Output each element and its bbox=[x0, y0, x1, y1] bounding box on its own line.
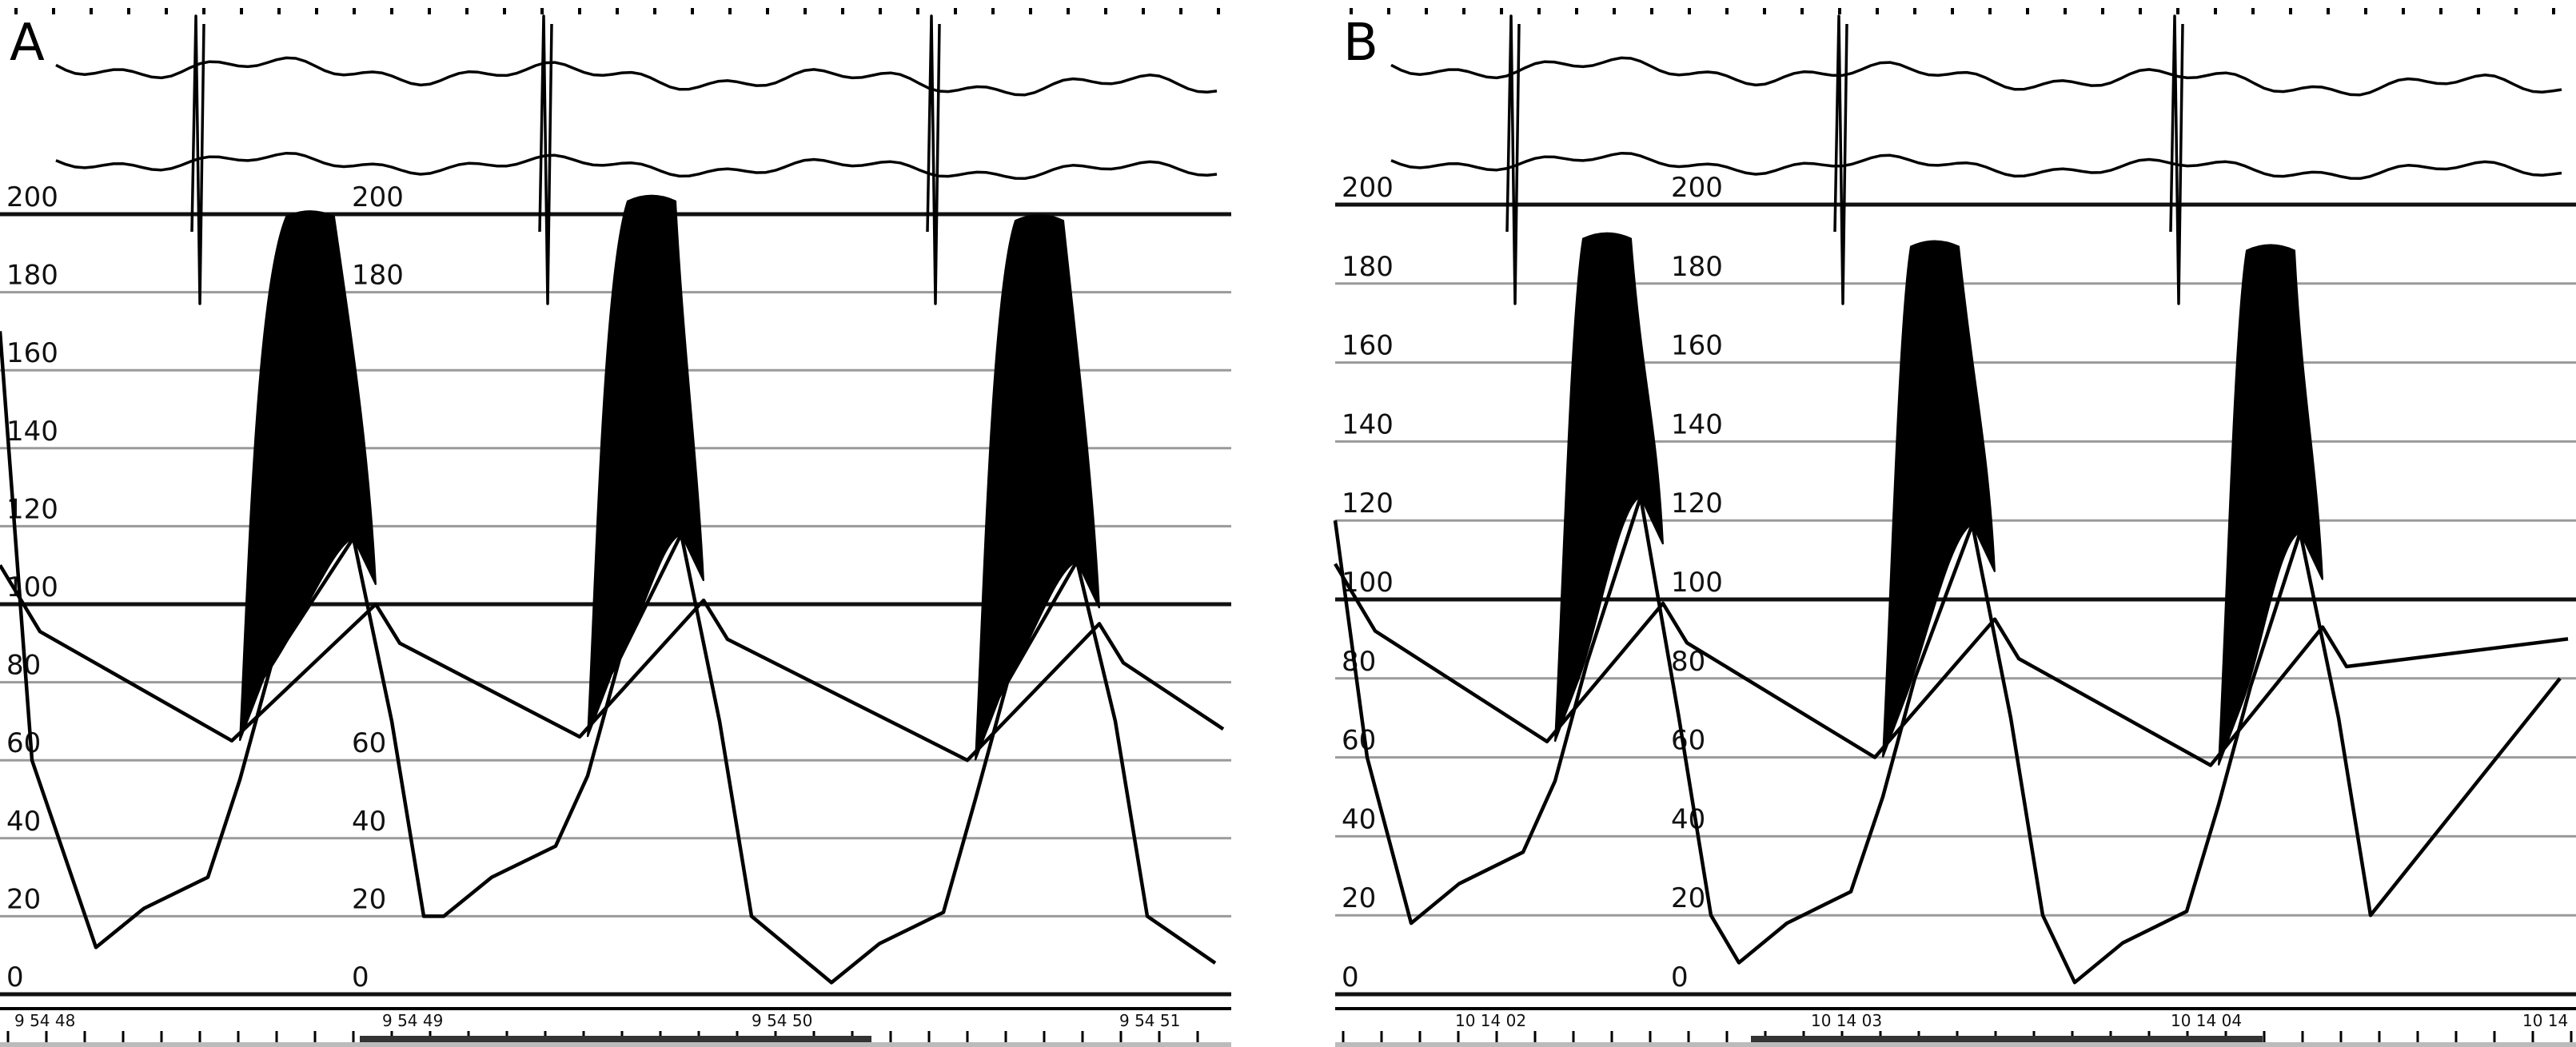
ecg-spike bbox=[2169, 14, 2184, 305]
y-tick-label-repeat: 180 bbox=[1671, 251, 1723, 283]
y-tick-label-repeat: 60 bbox=[1671, 725, 1705, 757]
y-tick-label: 160 bbox=[6, 337, 58, 369]
panel-a: A200180160140120100806040200200180604020… bbox=[0, 8, 1231, 1047]
x-tick-label: 10 14 03 bbox=[1811, 1011, 1882, 1030]
ecg-spike bbox=[926, 14, 941, 305]
x-tick-label: 9 54 51 bbox=[1119, 1011, 1180, 1030]
panel-b: B200180160140120100806040200200180160140… bbox=[1333, 8, 2576, 1047]
y-tick-label: 160 bbox=[1342, 330, 1394, 362]
pulse-fill bbox=[239, 210, 377, 742]
systemic-trace bbox=[0, 564, 1225, 762]
y-tick-label: 120 bbox=[1342, 488, 1394, 520]
y-tick-label: 20 bbox=[1342, 882, 1376, 914]
scrollbar-track bbox=[1335, 1042, 2576, 1047]
y-tick-label-repeat: 140 bbox=[1671, 408, 1723, 440]
y-tick-label: 80 bbox=[1342, 646, 1376, 678]
panel-label: B bbox=[1343, 14, 1378, 73]
x-tick-label: 10 14 02 bbox=[1455, 1011, 1526, 1030]
y-tick-label-repeat: 40 bbox=[1671, 803, 1705, 835]
y-tick-label: 0 bbox=[1342, 961, 1359, 993]
x-tick-label: 9 54 49 bbox=[382, 1011, 443, 1030]
y-tick-label-repeat: 0 bbox=[1671, 961, 1689, 993]
pulse-fill bbox=[2218, 244, 2323, 766]
scrollbar-track bbox=[0, 1042, 1231, 1047]
x-tick-label: 10 14 bbox=[2522, 1011, 2568, 1030]
panel-label: A bbox=[10, 14, 45, 73]
y-tick-label: 140 bbox=[6, 416, 58, 448]
x-tick-label: 9 54 50 bbox=[752, 1011, 812, 1030]
y-tick-label: 140 bbox=[1342, 408, 1394, 440]
y-tick-label: 20 bbox=[6, 883, 41, 915]
ecg-trace-upper bbox=[55, 56, 1218, 97]
ecg-spike bbox=[1833, 14, 1848, 305]
x-tick-label: 9 54 48 bbox=[14, 1011, 75, 1030]
y-tick-label: 0 bbox=[6, 961, 24, 993]
ecg-trace-upper bbox=[1390, 56, 2562, 97]
systemic-trace bbox=[1334, 563, 2569, 767]
pulse-fill bbox=[1554, 232, 1664, 742]
ecg-trace-lower bbox=[1390, 151, 2562, 181]
y-tick-label-repeat: 0 bbox=[352, 961, 369, 993]
y-tick-label-repeat: 200 bbox=[352, 181, 404, 213]
pulse-fill bbox=[1882, 240, 1996, 758]
y-tick-label: 40 bbox=[1342, 803, 1376, 835]
y-tick-label-repeat: 180 bbox=[352, 260, 404, 292]
pulse-fill bbox=[587, 194, 704, 738]
y-tick-label: 200 bbox=[1342, 172, 1394, 204]
ecg-trace-lower bbox=[55, 151, 1218, 181]
y-tick-label-repeat: 160 bbox=[1671, 330, 1723, 362]
y-tick-label-repeat: 200 bbox=[1671, 172, 1723, 204]
y-tick-label: 60 bbox=[6, 727, 41, 759]
y-tick-label-repeat: 20 bbox=[1671, 882, 1705, 914]
y-tick-label: 180 bbox=[6, 260, 58, 292]
y-tick-label-repeat: 40 bbox=[352, 806, 386, 838]
y-tick-label-repeat: 120 bbox=[1671, 488, 1723, 520]
y-tick-label-repeat: 20 bbox=[352, 883, 386, 915]
ecg-spike bbox=[190, 14, 205, 305]
y-tick-label: 180 bbox=[1342, 251, 1394, 283]
arterial-trace bbox=[0, 331, 1217, 985]
x-tick-label: 10 14 04 bbox=[2171, 1011, 2242, 1030]
y-tick-label: 60 bbox=[1342, 725, 1376, 757]
y-tick-label: 40 bbox=[6, 806, 41, 838]
ecg-spike bbox=[538, 14, 553, 305]
y-tick-label: 100 bbox=[1342, 567, 1394, 599]
y-tick-label-repeat: 60 bbox=[352, 727, 386, 759]
y-tick-label-repeat: 100 bbox=[1671, 567, 1723, 599]
ecg-spike bbox=[1505, 14, 1521, 305]
arterial-trace bbox=[1333, 495, 2562, 985]
pulse-fill bbox=[975, 214, 1100, 761]
y-tick-label: 200 bbox=[6, 181, 58, 213]
